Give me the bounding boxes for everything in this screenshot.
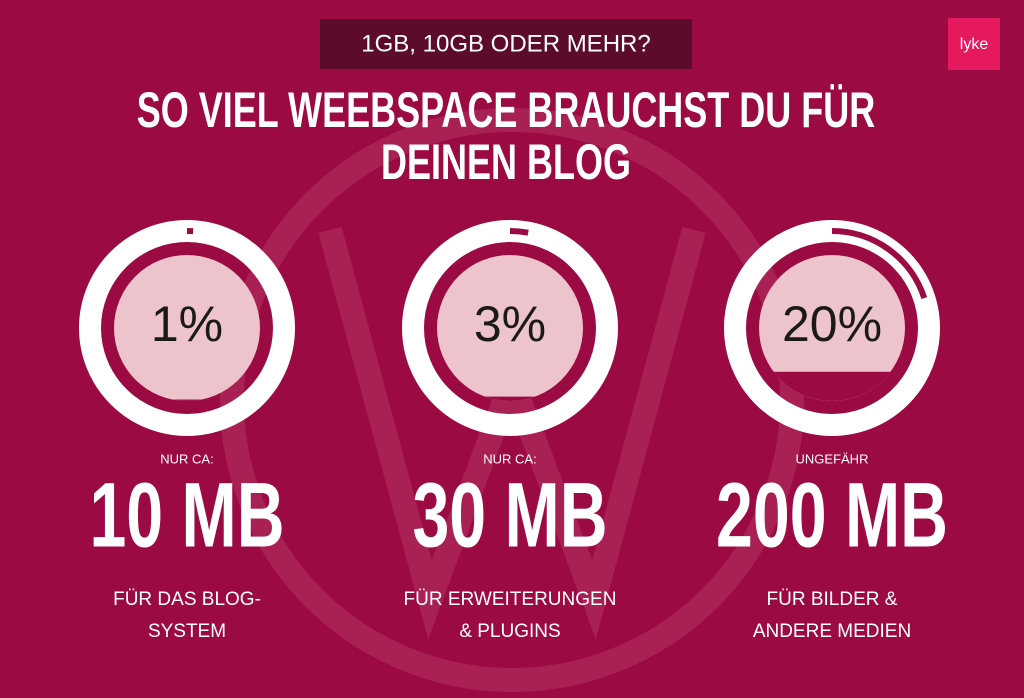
prefix: UNGEFÄHR (796, 451, 869, 466)
fill-level (437, 396, 583, 401)
progress-arc (831, 228, 928, 299)
title-line: DEINEN BLOG (381, 136, 631, 191)
prefix: NUR CA: (160, 451, 213, 466)
description: SYSTEM (148, 621, 226, 642)
badge-box (320, 19, 692, 69)
amount: 10 MB (89, 463, 284, 566)
logo-box (948, 18, 1000, 70)
badge: 1GB, 10GB ODER MEHR? (361, 30, 650, 57)
description: FÜR DAS BLOG- (113, 589, 261, 610)
description: FÜR BILDER & (767, 589, 898, 610)
disk (437, 255, 583, 401)
disk (114, 255, 260, 401)
percent-label: 1% (151, 296, 223, 352)
description: FÜR ERWEITERUNGEN (404, 589, 617, 610)
amount: 200 MB (716, 463, 948, 566)
title: SO VIEL WEEBSPACE BRAUCHST DU FÜRDEINEN … (137, 82, 875, 190)
prefix: NUR CA: (483, 451, 536, 466)
title-line: SO VIEL WEEBSPACE BRAUCHST DU FÜR (137, 82, 875, 138)
percent-label: 20% (782, 296, 882, 352)
percent-label: 3% (474, 296, 546, 352)
fill-level (114, 399, 260, 401)
description: & PLUGINS (459, 621, 560, 642)
progress-arc (509, 228, 529, 236)
amount: 30 MB (412, 463, 607, 566)
logo: lyke (960, 36, 989, 53)
description: ANDERE MEDIEN (753, 621, 911, 642)
disk (759, 255, 905, 401)
